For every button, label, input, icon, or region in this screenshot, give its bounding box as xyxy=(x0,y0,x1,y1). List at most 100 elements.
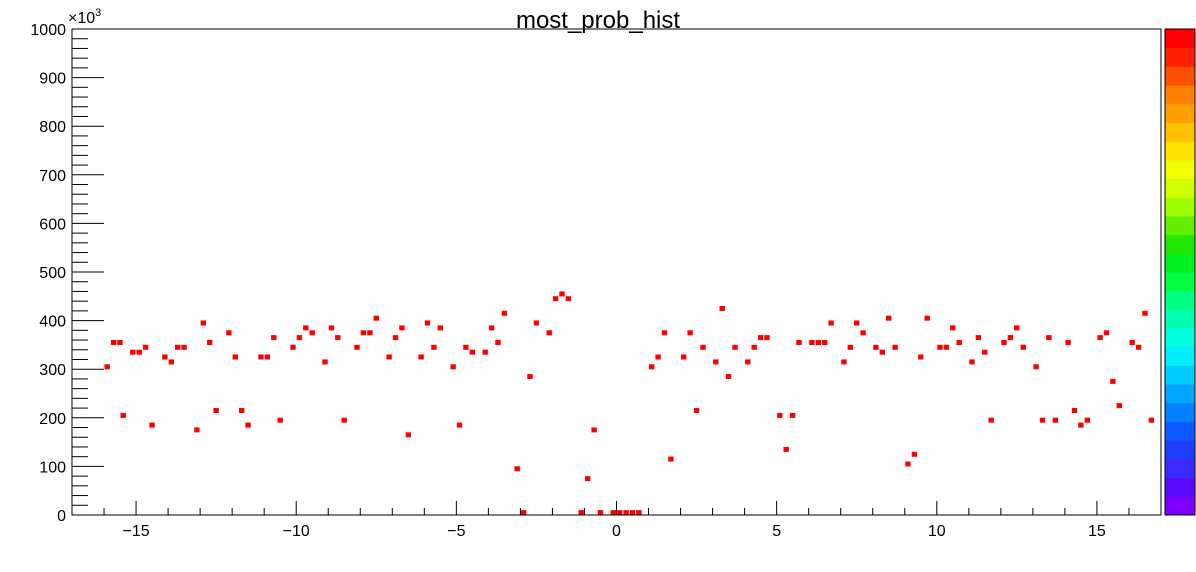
histogram-cell xyxy=(636,510,642,516)
histogram-cell xyxy=(687,330,693,336)
y-tick-label: 100 xyxy=(39,459,66,476)
histogram-cell xyxy=(303,325,309,331)
histogram-cell xyxy=(194,427,200,433)
histogram-cell xyxy=(1033,364,1039,370)
palette-swatch xyxy=(1165,496,1195,516)
palette-swatch xyxy=(1165,365,1195,385)
x-axis-ticks xyxy=(103,501,1130,515)
histogram-cell xyxy=(552,296,559,302)
histogram-cell xyxy=(136,349,142,355)
histogram-cell xyxy=(482,349,488,355)
x-axis-tick-labels: −15 −10 −5 0 5 10 15 xyxy=(122,523,1105,540)
histogram-cell xyxy=(860,330,866,336)
y-tick-label: 600 xyxy=(39,216,66,233)
histogram-cell xyxy=(1135,344,1142,350)
y-multiplier-base: ×10 xyxy=(68,10,95,27)
palette-swatch xyxy=(1165,85,1195,105)
palette-swatch xyxy=(1165,141,1195,161)
histogram-cell xyxy=(290,344,296,350)
histogram-cell xyxy=(1097,335,1103,341)
palette-swatch xyxy=(1165,29,1195,49)
histogram-cell xyxy=(719,306,725,311)
histogram-cell xyxy=(943,344,950,350)
histogram-cell xyxy=(520,510,527,516)
histogram-cell xyxy=(617,510,623,516)
y-axis-multiplier: ×103 xyxy=(68,7,101,27)
histogram-cell xyxy=(258,354,264,360)
histogram-cell xyxy=(1078,422,1084,428)
histogram-cell xyxy=(693,408,700,413)
histogram-cell xyxy=(610,510,616,516)
histogram-cell xyxy=(969,359,975,365)
y-tick-label: 500 xyxy=(39,265,66,282)
histogram-cell xyxy=(239,408,245,413)
palette-swatch xyxy=(1165,66,1195,86)
histogram-cell xyxy=(296,335,303,341)
palette-swatch xyxy=(1165,215,1195,236)
histogram-cell xyxy=(309,330,315,336)
histogram-cell xyxy=(1001,340,1007,345)
histogram-cell xyxy=(841,359,847,365)
histogram-cell xyxy=(1110,378,1116,384)
histogram-cell xyxy=(168,359,174,365)
histogram-cell xyxy=(264,354,271,360)
y-tick-label: 0 xyxy=(57,508,66,525)
histogram-cell xyxy=(117,340,123,345)
histogram-cell xyxy=(879,349,885,355)
palette-swatch xyxy=(1165,328,1195,348)
histogram-cell xyxy=(450,364,456,370)
palette-frame xyxy=(1164,28,1196,516)
histogram-cell xyxy=(783,446,789,452)
x-tick-label: −15 xyxy=(122,523,149,540)
y-tick-label: 400 xyxy=(39,314,66,331)
histogram-cell xyxy=(418,354,424,360)
palette-swatch xyxy=(1165,159,1195,180)
histogram-cell xyxy=(322,359,328,365)
histogram-cell xyxy=(527,374,533,379)
histogram-cell xyxy=(565,296,572,302)
palette-swatch xyxy=(1165,234,1195,254)
histogram-cell xyxy=(328,325,335,331)
histogram-cell xyxy=(424,320,431,326)
histogram-cell xyxy=(488,325,495,331)
histogram-cell xyxy=(1014,325,1020,331)
palette-swatch xyxy=(1165,253,1195,273)
histogram-cell xyxy=(1046,335,1052,341)
palette-swatch xyxy=(1165,346,1195,366)
histogram-cell xyxy=(495,340,501,345)
histogram-cell xyxy=(469,349,475,355)
y-tick-label: 700 xyxy=(39,168,66,185)
histogram-cell xyxy=(713,359,719,365)
histogram-cell xyxy=(354,344,360,350)
histogram-cell xyxy=(463,344,469,350)
histogram-cell xyxy=(796,340,802,345)
histogram-cell xyxy=(789,412,796,418)
histogram-cell xyxy=(431,344,437,350)
histogram-cell xyxy=(149,422,155,428)
histogram-cell xyxy=(514,466,520,472)
histogram-cell xyxy=(597,510,604,516)
x-tick-label: 15 xyxy=(1088,523,1106,540)
palette-swatch xyxy=(1165,272,1195,292)
histogram-cell xyxy=(886,315,892,321)
palette-swatch xyxy=(1165,477,1195,497)
histogram-cell xyxy=(655,354,661,360)
histogram-cell xyxy=(649,364,655,370)
histogram-cell xyxy=(982,349,988,355)
palette-swatch xyxy=(1165,309,1195,329)
y-tick-label: 900 xyxy=(39,71,66,88)
histogram-cell xyxy=(437,325,443,331)
histogram-cell xyxy=(591,427,597,433)
histogram-cell xyxy=(585,476,591,482)
x-tick-label: 5 xyxy=(772,523,781,540)
x-tick-label: −10 xyxy=(283,523,310,540)
histogram-cell xyxy=(725,374,732,379)
histogram-cell xyxy=(873,344,879,350)
histogram-cell xyxy=(854,320,860,326)
histogram-cell xyxy=(822,340,828,345)
histogram-cell xyxy=(367,330,373,336)
histogram-cell xyxy=(360,330,367,336)
histogram-cell xyxy=(501,310,508,316)
palette-swatch xyxy=(1165,103,1195,123)
histogram-cell xyxy=(341,417,347,423)
